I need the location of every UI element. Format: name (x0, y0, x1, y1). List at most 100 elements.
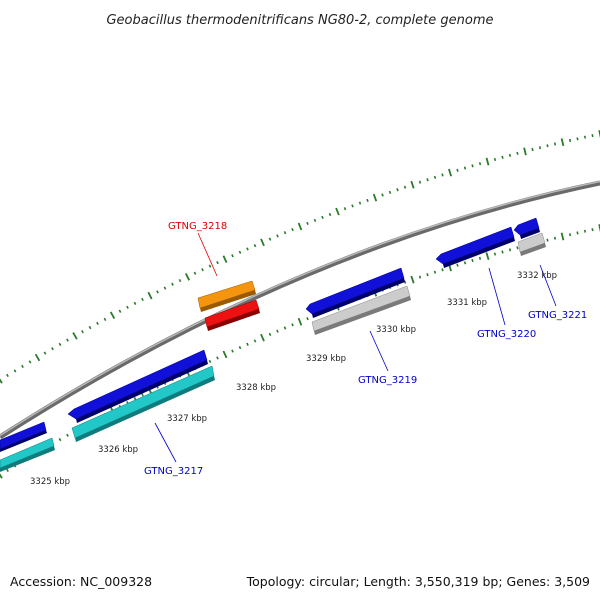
outer-track-minor-tick (433, 175, 437, 179)
outer-track-major-tick (335, 207, 340, 216)
gene-label-gtng-3219[interactable]: GTNG_3219 (358, 375, 417, 386)
outer-track-minor-tick (306, 221, 309, 225)
outer-track-major-tick (260, 238, 265, 247)
gene-gtng-3217-forward[interactable] (67, 349, 208, 423)
genome-backbone-highlight (0, 180, 600, 437)
inner-track-minor-tick (291, 323, 294, 327)
tick-label-3332: 3332 kbp (517, 271, 557, 281)
outer-track-minor-tick (21, 364, 24, 369)
outer-track-minor-tick (501, 155, 504, 159)
tick-label-3326: 3326 kbp (98, 445, 138, 455)
topology-text: Topology: circular; Length: 3,550,319 bp… (246, 574, 590, 589)
outer-track-minor-tick (546, 144, 549, 148)
outer-track-major-tick (410, 180, 415, 189)
accession-text: Accession: NC_009328 (10, 574, 152, 589)
outer-track-minor-tick (81, 330, 84, 334)
outer-track-minor-tick (366, 198, 369, 202)
outer-track-minor-tick (253, 244, 257, 248)
outer-track-minor-tick (516, 151, 519, 155)
inner-track-major-tick (0, 473, 3, 479)
gene-gtng-3216-cds[interactable] (0, 437, 55, 472)
inner-track-minor-tick (591, 228, 594, 232)
outer-track-minor-tick (283, 231, 287, 235)
gene-gtng-3221-forward[interactable] (513, 217, 540, 239)
outer-track-minor-tick (508, 153, 512, 157)
inner-track-minor-tick (441, 268, 444, 272)
outer-track-minor-tick (418, 180, 422, 184)
outer-track-minor-tick (118, 309, 122, 313)
outer-track-major-tick (448, 168, 452, 177)
leader-gtng-3221 (539, 264, 557, 307)
inner-track-minor-tick (276, 329, 279, 333)
inner-track-minor-tick (546, 238, 549, 242)
gene-gtng-3216-forward[interactable] (0, 421, 47, 452)
inner-track-minor-tick (306, 317, 309, 321)
inner-track-minor-tick (433, 270, 437, 274)
inner-track-major-tick (260, 333, 265, 342)
gene-label-gtng-3220[interactable]: GTNG_3220 (477, 329, 536, 340)
outer-track-minor-tick (6, 373, 9, 378)
gene-label-gtng-3217[interactable]: GTNG_3217 (144, 466, 203, 477)
outer-track-major-tick (560, 138, 565, 147)
outer-track-minor-tick (103, 317, 107, 321)
tick-label-3330: 3330 kbp (376, 325, 416, 335)
gene-gtng-3220-forward[interactable] (435, 226, 515, 268)
inner-track-minor-tick (478, 256, 482, 260)
outer-track-minor-tick (478, 162, 482, 166)
outer-track-major-tick (485, 157, 490, 166)
gene-label-gtng-3218[interactable]: GTNG_3218 (168, 221, 227, 232)
outer-track-minor-tick (43, 351, 47, 355)
outer-track-major-tick (147, 291, 153, 300)
gene-gtng-3218-forward[interactable] (197, 280, 256, 312)
outer-track-minor-tick (208, 264, 212, 268)
outer-track-minor-tick (276, 234, 279, 238)
outer-track-minor-tick (463, 166, 467, 170)
inner-track-major-tick (222, 350, 228, 359)
inner-track-minor-tick (268, 332, 272, 337)
gene-gtng-3219-pseudo[interactable] (311, 285, 411, 335)
gene-gtng-3218-cds[interactable] (204, 299, 260, 331)
gene-gtng-3221-pseudo[interactable] (517, 232, 546, 256)
tick-label-3331: 3331 kbp (447, 298, 487, 308)
leader-gtng-3217 (154, 422, 177, 463)
outer-track-minor-tick (13, 369, 17, 373)
outer-track-minor-tick (51, 347, 54, 351)
outer-track-minor-tick (141, 297, 144, 302)
outer-track-minor-tick (126, 305, 129, 309)
outer-track-minor-tick (178, 278, 182, 283)
outer-track-minor-tick (381, 193, 384, 197)
inner-track-minor-tick (576, 231, 579, 235)
inner-track-minor-tick (508, 248, 512, 252)
genome-title: Geobacillus thermodenitrificans NG80-2, … (106, 13, 493, 28)
outer-track-minor-tick (88, 325, 92, 330)
gene-gtng-3217-cds[interactable] (71, 365, 215, 442)
outer-track-minor-tick (201, 268, 204, 272)
inner-track-major-tick (598, 224, 600, 232)
outer-track-minor-tick (343, 207, 347, 211)
inner-track-minor-tick (516, 246, 519, 250)
inner-track-minor-tick (501, 250, 504, 254)
inner-track-major-tick (485, 252, 490, 261)
outer-track-minor-tick (538, 146, 542, 150)
leader-gtng-3219 (369, 330, 389, 372)
outer-track-minor-tick (193, 271, 197, 275)
outer-track-minor-tick (583, 135, 587, 139)
leader-gtng-3220 (488, 267, 506, 326)
outer-track-minor-tick (426, 178, 429, 182)
outer-track-minor-tick (313, 218, 317, 222)
inner-track-minor-tick (66, 433, 69, 437)
inner-track-minor-tick (246, 342, 249, 346)
gene-gtng-3219-forward[interactable] (305, 267, 405, 318)
inner-track-minor-tick (231, 349, 234, 353)
inner-track-minor-tick (6, 468, 9, 473)
outer-track-minor-tick (328, 212, 332, 217)
inner-track-minor-tick (583, 229, 587, 233)
outer-track-minor-tick (471, 164, 474, 168)
outer-track-minor-tick (576, 137, 579, 141)
leader-gtng-3218 (197, 232, 218, 277)
gene-label-gtng-3221[interactable]: GTNG_3221 (528, 310, 587, 321)
outer-track-minor-tick (291, 228, 294, 232)
inner-track-minor-tick (253, 339, 257, 343)
outer-track-major-tick (0, 378, 3, 384)
